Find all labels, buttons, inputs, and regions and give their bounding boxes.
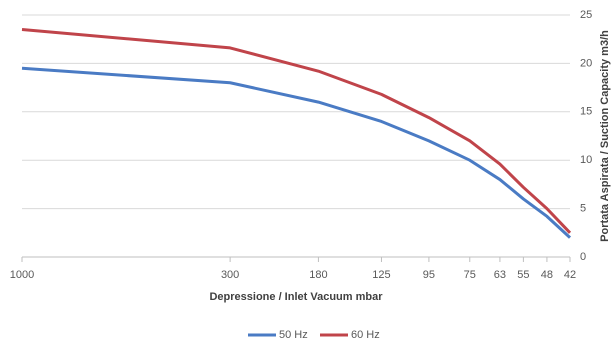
x-tick-label: 55 [517,269,529,281]
x-tick-label: 125 [372,269,390,281]
y-tick-label: 20 [580,57,592,69]
x-tick-label: 48 [541,269,553,281]
y-tick-label: 15 [580,106,592,118]
legend-label: 50 Hz [279,329,308,340]
series-line [21,28,572,234]
x-tick-label: 300 [221,269,239,281]
x-tick-label: 95 [423,269,435,281]
x-axis-title: Depressione / Inlet Vacuum mbar [209,291,383,303]
x-tick-label: 75 [464,269,476,281]
series-line [21,66,572,239]
x-tick-label: 63 [494,269,506,281]
y-tick-label: 10 [580,154,592,166]
y-tick-label: 25 [580,9,592,21]
x-tick-label: 42 [564,269,576,281]
x-tick-label: 1000 [10,269,34,281]
y-tick-label: 0 [580,251,586,263]
legend-label: 60 Hz [351,329,380,340]
x-tick-label: 180 [309,269,327,281]
y-axis-title: Portata Aspirata / Suction Capacity m3/h [599,30,611,242]
y-tick-label: 5 [580,203,586,215]
